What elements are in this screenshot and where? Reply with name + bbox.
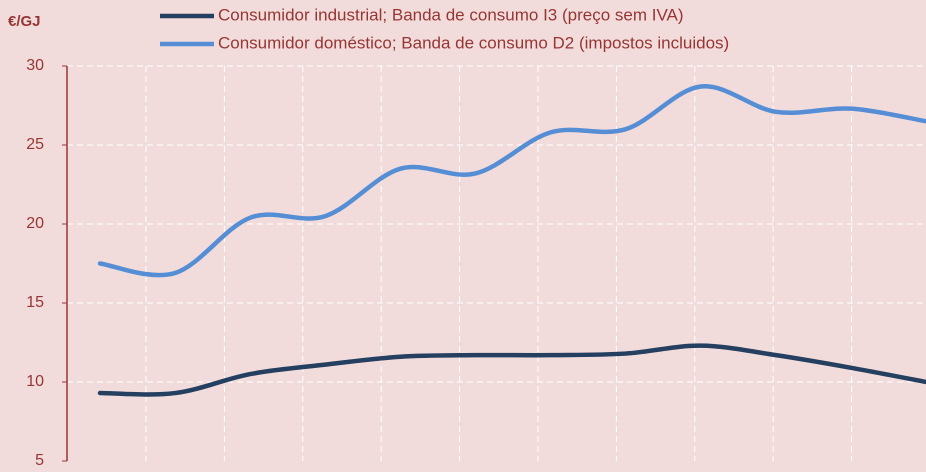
y-tick-label: 5 [35,452,44,469]
legend-label: Consumidor industrial; Banda de consumo … [218,5,684,24]
y-tick-label: 15 [26,294,44,311]
y-tick-label: 30 [26,57,44,74]
series-line [97,343,926,397]
y-tick-label: 10 [26,373,44,390]
y-tick-label: 25 [26,136,44,153]
legend-label: Consumidor doméstico; Banda de consumo D… [218,33,729,52]
y-tick-label: 20 [26,215,44,232]
series-line [97,84,926,278]
y-axis-label: €/GJ [8,13,41,30]
